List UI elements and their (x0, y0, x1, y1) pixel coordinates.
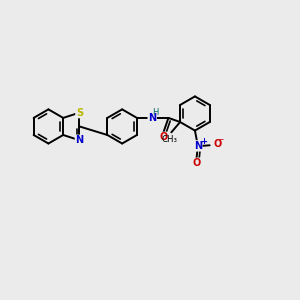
Text: N: N (148, 113, 156, 123)
Text: O: O (159, 132, 167, 142)
Text: CH₃: CH₃ (162, 135, 178, 144)
Text: O: O (213, 139, 221, 149)
Text: O: O (192, 158, 200, 168)
Text: N: N (194, 141, 202, 151)
Text: H: H (152, 108, 158, 117)
Text: ⁻: ⁻ (219, 137, 224, 147)
Text: +: + (200, 137, 207, 146)
Text: N: N (75, 135, 83, 145)
Text: S: S (76, 108, 83, 118)
